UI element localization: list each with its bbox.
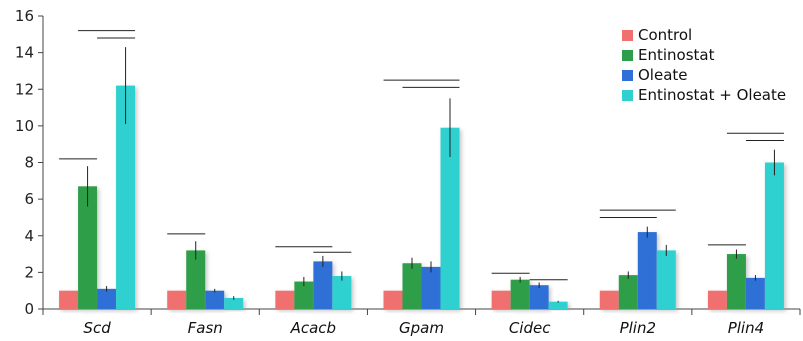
bar-control-gpam [383,290,403,309]
bar-oleate-plin4 [745,277,765,309]
bar-oleate-plin2 [637,232,657,309]
bar-control-scd [59,290,79,309]
bar-entinostat-oleate-gpam [440,127,460,309]
legend-label: Control [638,26,692,44]
x-category-label: Plin4 [728,319,764,337]
legend-label: Oleate [638,66,688,84]
bar-entinostat-oleate-plin2 [656,250,676,309]
bar-entinostat-oleate-plin4 [764,162,784,309]
y-tick-label: 0 [24,300,34,318]
x-category-label: Acacb [290,319,336,337]
bar-control-plin2 [599,290,619,309]
bar-entinostat-gpam [402,263,422,309]
legend-swatch [622,30,633,41]
y-tick-label: 10 [15,117,34,135]
bar-oleate-acacb [313,261,333,309]
y-tick-label: 4 [24,227,34,245]
x-category-label: Fasn [188,319,223,337]
bar-entinostat-oleate-cidec [548,301,568,309]
y-tick-label: 2 [24,263,34,281]
x-category-label: Gpam [399,319,444,337]
bar-oleate-cidec [529,285,549,309]
legend: Control Entinostat Oleate Entinostat + Olea… [622,26,786,104]
y-tick-label: 14 [15,44,34,62]
y-tick-label: 6 [24,190,34,208]
legend-swatch [622,70,633,81]
significance-lines [59,30,784,281]
legend-swatch [622,90,633,101]
y-tick-label: 12 [15,80,34,98]
x-category-label: Scd [83,319,111,337]
bar-entinostat-acacb [294,281,314,309]
bar-oleate-scd [97,288,117,309]
x-axis: Scd Fasn Acacb Gpam Cidec Plin2 Plin4 [42,308,801,337]
bar-entinostat-cidec [510,279,530,309]
bar-control-cidec [491,290,511,309]
legend-label: Entinostat [638,46,715,64]
bar-entinostat-scd [78,186,98,309]
legend-label: Entinostat + Oleate [638,86,786,104]
bar-entinostat-oleate-acacb [332,276,352,309]
x-category-label: Plin2 [620,319,656,337]
bars [59,85,784,310]
bar-oleate-fasn [205,290,225,309]
bar-entinostat-fasn [186,250,206,309]
error-bars [87,47,775,303]
bar-entinostat-plin2 [618,275,638,309]
legend-swatch [622,50,633,61]
y-tick-label: 16 [15,7,34,25]
bar-control-acacb [275,290,295,309]
bar-entinostat-oleate-fasn [224,298,244,309]
x-category-label: Cidec [509,319,551,337]
y-tick-label: 8 [24,154,34,172]
bar-oleate-gpam [421,266,441,309]
bar-control-fasn [167,290,187,309]
y-axis: 0 2 4 6 8 10 12 14 16 [15,7,44,318]
bar-entinostat-plin4 [726,254,746,309]
bar-control-plin4 [707,290,727,309]
bar-entinostat-oleate-scd [116,85,136,310]
